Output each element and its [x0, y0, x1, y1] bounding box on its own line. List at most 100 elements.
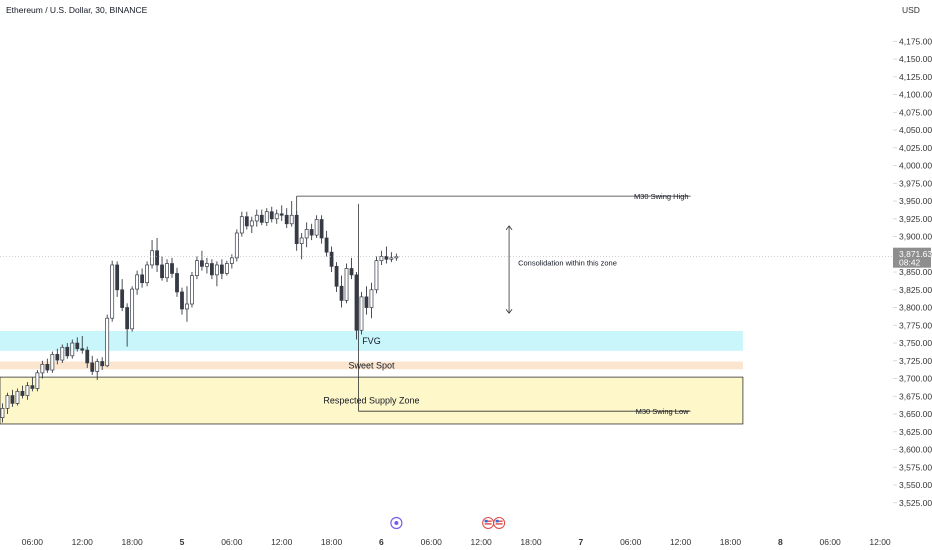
candle[interactable] — [289, 201, 294, 227]
price-tick-label: 4,050.00 — [899, 125, 932, 135]
candle-body-up — [110, 264, 115, 319]
candle[interactable] — [105, 314, 110, 368]
candle[interactable] — [60, 344, 65, 363]
candle[interactable] — [55, 348, 60, 365]
candle[interactable] — [70, 339, 75, 359]
last-price-box — [893, 247, 931, 268]
candle[interactable] — [195, 256, 199, 280]
event-purple-icon[interactable] — [390, 516, 403, 530]
candle[interactable] — [45, 358, 50, 373]
candle[interactable] — [389, 252, 394, 263]
candle[interactable] — [224, 260, 229, 276]
candle[interactable] — [165, 259, 169, 282]
candle[interactable] — [120, 279, 125, 312]
candle[interactable] — [130, 286, 135, 332]
candle[interactable] — [95, 358, 100, 380]
price-axis[interactable]: 4,175.00 4,150.00 4,125.00 4,100.00 4,075.00… — [893, 36, 932, 508]
candle-body-up — [254, 214, 259, 222]
candle-body-down — [100, 361, 105, 367]
candle[interactable] — [254, 209, 259, 227]
candle[interactable] — [354, 272, 359, 340]
candle[interactable] — [239, 211, 244, 237]
candle[interactable] — [384, 246, 389, 264]
candle[interactable] — [115, 261, 120, 297]
candle[interactable] — [214, 261, 219, 287]
candle[interactable] — [20, 385, 25, 399]
candle[interactable] — [30, 377, 35, 392]
candle[interactable] — [329, 246, 334, 273]
candle[interactable] — [324, 230, 329, 257]
candle[interactable] — [234, 229, 239, 262]
candle[interactable] — [50, 351, 55, 373]
candle-body-down — [10, 395, 15, 404]
candle[interactable] — [274, 209, 279, 224]
candle[interactable] — [80, 335, 85, 354]
candle[interactable] — [125, 303, 130, 347]
candle[interactable] — [150, 240, 154, 269]
candle[interactable] — [284, 208, 289, 229]
candle[interactable] — [190, 272, 194, 308]
price-tick-label: 3,800.00 — [899, 303, 932, 313]
candle[interactable] — [304, 222, 309, 248]
candle[interactable] — [244, 211, 249, 230]
candle[interactable] — [359, 291, 364, 335]
candle[interactable] — [135, 270, 140, 295]
candle[interactable] — [75, 337, 80, 352]
candle[interactable] — [264, 208, 269, 226]
candle[interactable] — [210, 259, 214, 280]
candle[interactable] — [155, 237, 159, 273]
candle[interactable] — [249, 216, 254, 234]
candle[interactable] — [140, 268, 144, 288]
candle[interactable] — [309, 223, 314, 241]
time-axis[interactable]: 06:00 12:00 18:00 5 06:00 12:00 18:00 6 06:00 12:… — [22, 537, 891, 547]
candle[interactable] — [110, 260, 115, 322]
candle-body-up — [5, 395, 10, 409]
candle[interactable] — [100, 357, 105, 371]
candle[interactable] — [160, 256, 164, 281]
candle[interactable] — [200, 250, 204, 271]
candle[interactable] — [364, 286, 369, 315]
candle[interactable] — [369, 282, 374, 319]
candle[interactable] — [40, 360, 45, 379]
candle[interactable] — [205, 257, 209, 274]
candle[interactable] — [374, 256, 379, 294]
us-flag-icon[interactable] — [482, 517, 495, 529]
candle[interactable] — [35, 370, 40, 392]
candle[interactable] — [145, 261, 149, 287]
candle[interactable] — [259, 209, 264, 226]
candle[interactable] — [90, 355, 95, 375]
candle[interactable] — [269, 206, 274, 223]
candles-layer[interactable] — [0, 201, 399, 423]
candle[interactable] — [10, 389, 15, 407]
candle[interactable] — [314, 215, 319, 238]
candle[interactable] — [175, 267, 179, 297]
events-layer[interactable] — [390, 516, 506, 530]
candle-body-down — [349, 268, 354, 276]
candle[interactable] — [0, 403, 5, 423]
candle[interactable] — [294, 210, 299, 251]
candle[interactable] — [5, 392, 10, 415]
candle[interactable] — [25, 382, 30, 400]
time-tick-label: 18:00 — [121, 537, 143, 547]
candle-body-down — [90, 362, 95, 372]
fvg-zone — [0, 330, 743, 351]
candle[interactable] — [339, 275, 344, 308]
candle[interactable] — [15, 388, 20, 406]
candle[interactable] — [65, 343, 70, 359]
candle[interactable] — [279, 205, 284, 221]
us-flag-icon[interactable] — [493, 517, 506, 529]
consolidation-arrow-head-top — [505, 225, 513, 231]
candle[interactable] — [319, 215, 324, 244]
price-tick-label: 4,000.00 — [899, 161, 932, 171]
candle[interactable] — [185, 286, 189, 322]
candle[interactable] — [170, 257, 174, 278]
candle[interactable] — [180, 287, 184, 315]
candle[interactable] — [344, 263, 349, 304]
candle[interactable] — [349, 257, 354, 280]
candle[interactable] — [299, 233, 304, 260]
candle[interactable] — [334, 262, 339, 292]
candle[interactable] — [219, 259, 224, 280]
candle[interactable] — [85, 346, 90, 368]
candle-body-up — [15, 390, 20, 404]
